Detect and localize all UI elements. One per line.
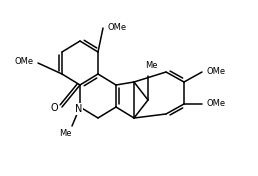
Text: OMe: OMe xyxy=(107,23,127,32)
Text: OMe: OMe xyxy=(14,58,34,67)
Text: Me: Me xyxy=(145,61,157,71)
Text: O: O xyxy=(50,103,58,113)
Text: OMe: OMe xyxy=(206,68,225,77)
Text: N: N xyxy=(75,104,83,114)
Text: Me: Me xyxy=(59,130,71,139)
Text: OMe: OMe xyxy=(206,99,225,108)
